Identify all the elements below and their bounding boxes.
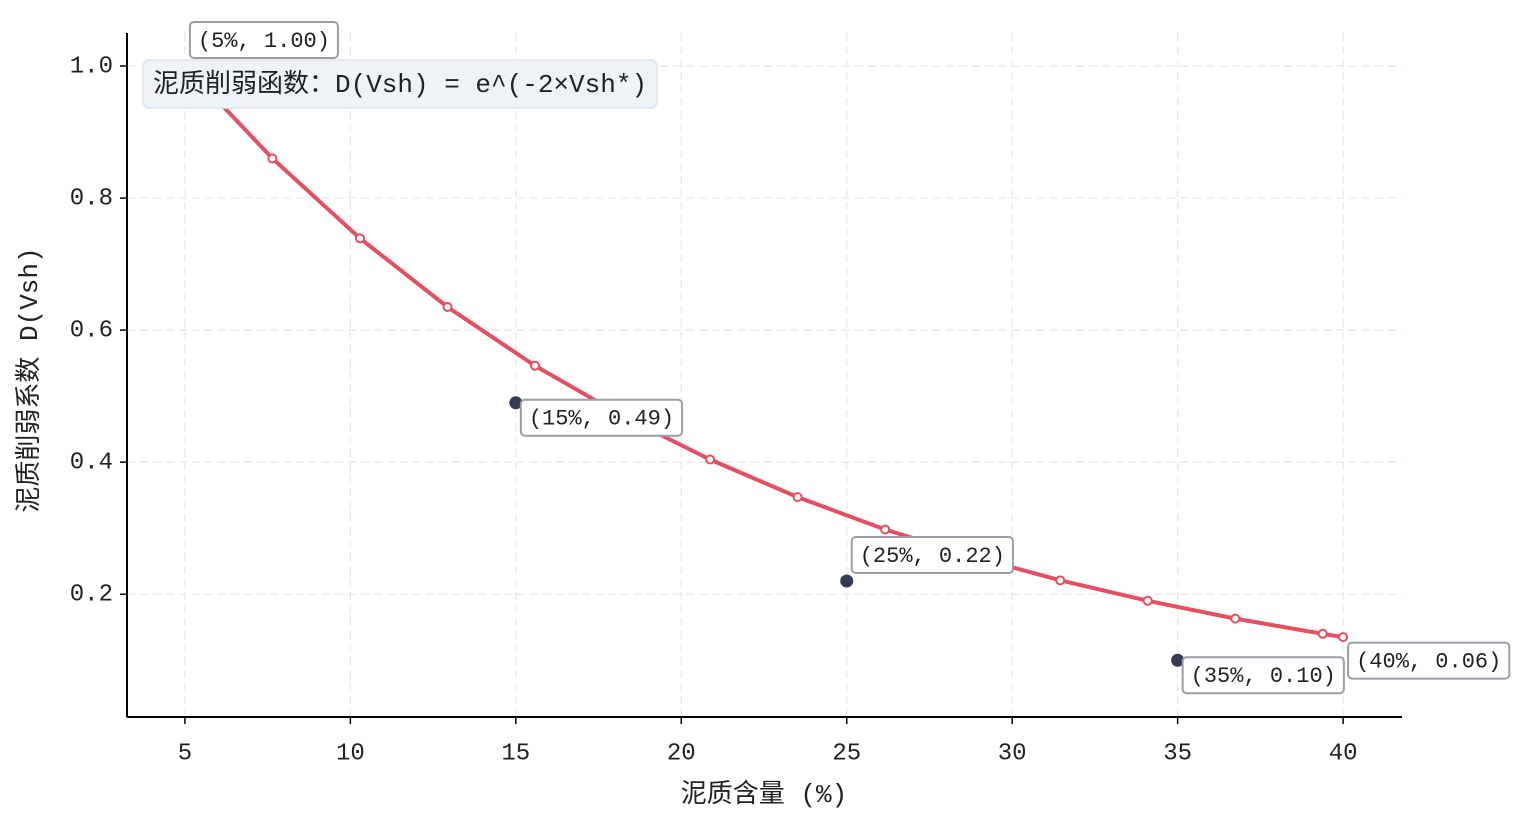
- annotation: (15%, 0.49): [519, 398, 684, 437]
- data-point: [509, 396, 523, 410]
- curve-marker: [792, 492, 803, 503]
- annotation-box: [1181, 656, 1345, 695]
- annotation: (5%, 1.00): [188, 21, 339, 60]
- annotation-text: (25%, 0.22): [860, 544, 1005, 569]
- annotation: (25%, 0.22): [850, 535, 1014, 574]
- curve-marker: [880, 524, 891, 535]
- annotation-text: (35%, 0.10): [1191, 664, 1336, 689]
- formula: 泥质削弱函数：D(Vsh) = e^(-2×Vsh*): [153, 69, 647, 100]
- annotation: (40%, 0.06): [1347, 641, 1511, 680]
- curve-marker: [442, 301, 453, 312]
- y-tick-label: 0.4: [70, 449, 113, 476]
- curve-marker: [1142, 595, 1153, 606]
- curve-marker: [1338, 632, 1349, 643]
- x-tick-label: 5: [178, 740, 192, 767]
- curve-marker: [1055, 575, 1066, 586]
- y-axis-label: 泥质削弱系数 D(Vsh): [14, 247, 45, 512]
- y-tick-label: 0.8: [70, 185, 113, 212]
- x-tick-label: 10: [336, 740, 365, 767]
- annotation-text: (5%, 1.00): [198, 29, 330, 54]
- x-tick-label: 20: [667, 740, 696, 767]
- annotation-box: [519, 398, 684, 437]
- annotation-box: [1347, 641, 1511, 680]
- curve: [183, 64, 1344, 640]
- curve-marker: [1317, 628, 1328, 639]
- formula-box: 泥质削弱函数：D(Vsh) = e^(-2×Vsh*): [142, 59, 658, 109]
- data-point: [840, 574, 854, 588]
- annotation-box: [188, 21, 339, 60]
- x-tick-label: 35: [1163, 740, 1192, 767]
- x-axis-label: 泥质含量 (%): [681, 779, 847, 810]
- y-tick-label: 0.6: [70, 317, 113, 344]
- y-tick-label: 1.0: [70, 53, 113, 80]
- annotation-text: (40%, 0.06): [1356, 649, 1501, 674]
- x-tick-label: 40: [1329, 740, 1358, 767]
- x-tick-label: 25: [832, 740, 861, 767]
- y-tick-label: 0.2: [70, 582, 113, 609]
- curve-marker: [1230, 613, 1241, 624]
- formula-bg: [142, 59, 658, 109]
- curve-marker: [267, 153, 278, 164]
- annotation: (35%, 0.10): [1181, 656, 1345, 695]
- x-tick-label: 15: [501, 740, 530, 767]
- annotation-box: [850, 535, 1014, 574]
- curve-marker: [530, 360, 541, 371]
- curve-marker: [705, 454, 716, 465]
- x-tick-label: 30: [998, 740, 1027, 767]
- curve-marker: [354, 233, 365, 244]
- data-point: [1171, 653, 1185, 667]
- annotation-text: (15%, 0.49): [529, 407, 674, 432]
